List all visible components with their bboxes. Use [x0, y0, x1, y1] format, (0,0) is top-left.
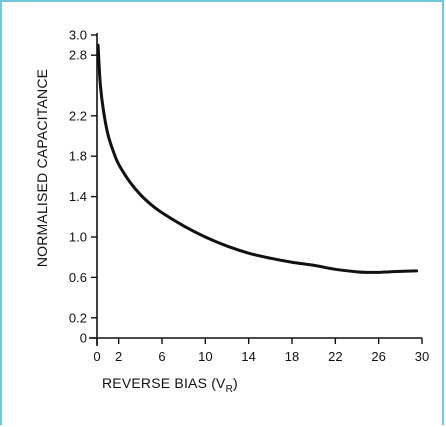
x-tick-label: 0: [93, 349, 100, 364]
x-tick-label: 2: [115, 349, 122, 364]
x-tick-label: 18: [285, 349, 299, 364]
y-tick-label: 0.2: [69, 310, 87, 325]
x-tick-label: 6: [158, 349, 165, 364]
x-tick-label: 10: [198, 349, 212, 364]
x-tick-label: 14: [241, 349, 255, 364]
x-axis-title-main: REVERSE BIAS (V: [102, 375, 226, 391]
x-tick-label: 26: [371, 349, 385, 364]
y-tick-label: 1.4: [69, 189, 87, 204]
y-tick-label: 1.0: [69, 230, 87, 245]
x-tick-label: 22: [328, 349, 342, 364]
x-tick-label: 30: [415, 349, 429, 364]
series-layer: [96, 43, 419, 274]
x-axis-title-suffix: ): [233, 375, 238, 391]
ticks: 00.20.61.01.41.82.22.83.00 2 6 10 14 18 22 26 30: [69, 28, 429, 365]
y-tick-label: 3.0: [69, 28, 87, 43]
y-axis-title: NORMALISED CAPACITANCE: [34, 69, 50, 267]
x-axis-title-subscript: R: [226, 384, 233, 395]
x-axis-title: REVERSE BIAS (VR): [102, 375, 238, 395]
y-tick-label: 2.8: [69, 48, 87, 63]
y-tick-label: 2.2: [69, 108, 87, 123]
y-tick-label: 0.6: [69, 270, 87, 285]
y-tick-label: 0: [80, 331, 87, 346]
y-tick-label: 1.8: [69, 149, 87, 164]
series-line-0: [96, 43, 419, 274]
axes: [89, 33, 422, 346]
